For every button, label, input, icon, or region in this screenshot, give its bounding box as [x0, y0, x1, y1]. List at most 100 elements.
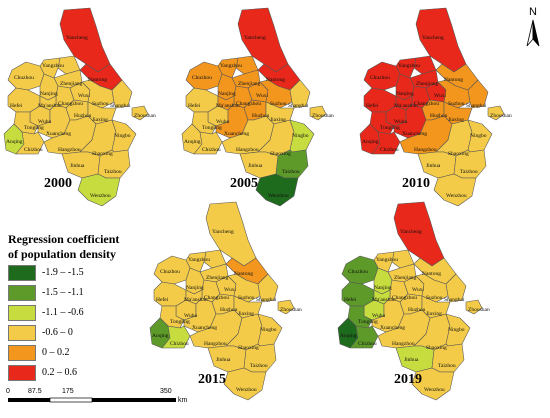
- city-label-tongling: Tongling: [24, 125, 44, 131]
- year-label-2015: 2015: [198, 372, 226, 387]
- city-label-suzhou: Suzhou: [238, 295, 255, 301]
- city-label-shaoxing: Shaoxing: [270, 151, 291, 157]
- region-wenzhou: [433, 173, 477, 207]
- city-label-tongling: Tongling: [358, 319, 378, 325]
- city-label-hefei: Hefei: [344, 297, 357, 303]
- legend: Regression coefficient of population den…: [8, 232, 188, 381]
- city-label-jinhua: Jinhua: [216, 357, 231, 363]
- legend-swatch: [8, 365, 36, 381]
- city-label-tongling: Tongling: [170, 319, 190, 325]
- city-label-nanjing: Nanjing: [218, 91, 236, 97]
- city-label-wuxi: Wuxi: [412, 287, 424, 293]
- city-label-hefei: Hefei: [156, 297, 169, 303]
- city-label-suzhou: Suzhou: [92, 101, 109, 107]
- city-label-tongling: Tongling: [202, 125, 222, 131]
- city-label-anqing: Anqing: [184, 139, 201, 145]
- city-label-anqing: Anqing: [6, 139, 23, 145]
- city-label-wenzhou: Wenzhou: [236, 387, 257, 393]
- region-chizhou: [161, 325, 191, 349]
- scale-bar: 0 87.5 175 350 km: [6, 388, 196, 414]
- scale-unit: km: [178, 397, 188, 404]
- region-hangzhou: [377, 309, 431, 349]
- scale-tick-label: 175: [62, 388, 74, 395]
- city-label-hefei: Hefei: [366, 103, 379, 109]
- city-label-yancheng: Yancheng: [212, 229, 234, 235]
- region-shanghai: [289, 79, 311, 109]
- city-label-chizhou: Chizhou: [170, 341, 189, 347]
- city-label-yangzhou: Yangzhou: [188, 257, 211, 263]
- city-label-hangzhou: Hangzhou: [58, 147, 81, 153]
- city-label-maanshan: Ma'anshan: [38, 103, 62, 109]
- city-label-chizhou: Chizhou: [202, 147, 221, 153]
- region-chizhou: [15, 131, 45, 155]
- city-label-changzhou: Changzhou: [204, 295, 230, 301]
- legend-label: -1.1 – -0.6: [42, 307, 84, 318]
- city-label-hefei: Hefei: [10, 103, 23, 109]
- city-label-xuancheng: Xuancheng: [192, 325, 218, 331]
- city-label-hangzhou: Hangzhou: [414, 147, 437, 153]
- region-hangzhou: [43, 115, 97, 155]
- north-arrow-icon: [526, 19, 540, 47]
- city-label-ningbo: Ningbo: [292, 133, 309, 139]
- scale-tick-label: 350: [160, 388, 172, 395]
- region-zhoushan: [465, 299, 483, 315]
- city-label-ningbo: Ningbo: [470, 133, 487, 139]
- city-label-wuhu: Wuhu: [184, 313, 198, 319]
- region-wenzhou: [77, 173, 121, 207]
- city-label-xuancheng: Xuancheng: [380, 325, 406, 331]
- city-label-wenzhou: Wenzhou: [90, 193, 111, 199]
- city-label-changzhou: Changzhou: [414, 101, 440, 107]
- legend-title-line1: Regression coefficient: [8, 232, 120, 246]
- city-label-chuzhou: Chuzhou: [192, 75, 212, 81]
- scale-tick-label: 87.5: [28, 388, 42, 395]
- city-label-changzhou: Changzhou: [392, 295, 418, 301]
- city-label-chuzhou: Chuzhou: [160, 269, 180, 275]
- city-label-taizhou_s: Taizhou: [104, 169, 122, 175]
- city-label-xuancheng: Xuancheng: [224, 131, 250, 137]
- city-label-nantong: Nantong: [422, 271, 441, 277]
- legend-swatch: [8, 345, 36, 361]
- city-label-changzhou: Changzhou: [236, 101, 262, 107]
- region-hangzhou: [399, 115, 453, 155]
- city-label-wenzhou: Wenzhou: [268, 193, 289, 199]
- region-shanghai: [111, 79, 133, 109]
- city-label-chizhou: Chizhou: [24, 147, 43, 153]
- city-label-wenzhou: Wenzhou: [446, 193, 467, 199]
- map-svg: [149, 201, 295, 401]
- city-label-yancheng: Yancheng: [244, 35, 266, 41]
- city-label-tongling: Tongling: [380, 125, 400, 131]
- city-label-taizhou_s: Taizhou: [460, 169, 478, 175]
- city-label-jinhua: Jinhua: [70, 163, 85, 169]
- city-label-chuzhou: Chuzhou: [348, 269, 368, 275]
- map-panel-2010: Yancheng Yangzhou Nantong Chuzhou Zhenjiang N…: [359, 6, 535, 216]
- city-label-nanjing: Nanjing: [186, 285, 204, 291]
- legend-label: 0.2 – 0.6: [42, 367, 77, 378]
- city-label-wuxi: Wuxi: [78, 93, 90, 99]
- region-hangzhou: [221, 115, 275, 155]
- map-panel-2000: Yancheng Yangzhou Nantong Chuzhou Zhenjiang N…: [3, 6, 179, 216]
- region-shanghai: [257, 273, 279, 303]
- city-label-chizhou: Chizhou: [380, 147, 399, 153]
- city-label-zhoushan: Zhoushan: [280, 307, 302, 313]
- city-label-anqing: Anqing: [340, 333, 357, 339]
- city-label-zhoushan: Zhoushan: [468, 307, 490, 313]
- region-hangzhou: [189, 309, 243, 349]
- city-label-zhoushan: Zhoushan: [490, 113, 512, 119]
- legend-label: -0.6 – 0: [42, 327, 73, 338]
- region-zhoushan: [131, 105, 149, 121]
- city-label-ningbo: Ningbo: [448, 327, 465, 333]
- city-label-nantong: Nantong: [88, 77, 107, 83]
- city-label-hefei: Hefei: [188, 103, 201, 109]
- city-label-changzhou: Changzhou: [58, 101, 84, 107]
- city-label-yancheng: Yancheng: [66, 35, 88, 41]
- map-svg: [359, 7, 505, 207]
- region-wenzhou: [223, 367, 267, 401]
- city-label-wuxi: Wuxi: [224, 287, 236, 293]
- city-label-taizhou_s: Taizhou: [282, 169, 300, 175]
- city-label-taizhou_s: Taizhou: [250, 363, 268, 369]
- legend-swatch: [8, 325, 36, 341]
- region-wenzhou: [411, 367, 455, 401]
- region-shanghai: [467, 79, 489, 109]
- north-letter: N: [529, 6, 537, 18]
- north-arrow: N: [520, 6, 546, 50]
